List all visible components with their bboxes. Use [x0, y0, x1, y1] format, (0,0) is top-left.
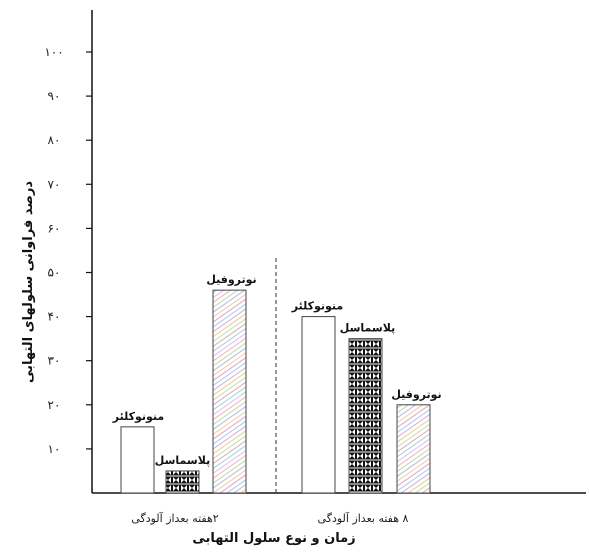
y-ticks: ۱۰ ۲۰ ۳۰ ۴۰ ۵۰ ۶۰ ۷۰ ۸۰ ۹۰ ۱۰۰ [44, 45, 92, 456]
y-axis-title: درصد فراوانی سلولهای التهابی [21, 181, 36, 383]
y-tick-label: ۴۰ [48, 310, 61, 324]
bar-label: نوتروفیل [391, 388, 441, 401]
category-label: ۲هفته بعداز آلودگی [131, 511, 218, 525]
y-tick-label: ۲۰ [48, 398, 61, 412]
y-tick-label: ۱۰ [48, 442, 61, 456]
bar-label: پلاسماسل [155, 454, 210, 467]
y-tick-label: ۷۰ [48, 177, 61, 191]
bar-labels: منونوکلئر منونوکلئر پلاسماسل پلاسماسل نوتروف… [112, 273, 442, 467]
y-tick-label: ۸۰ [48, 133, 61, 147]
bar-label: منونوکلئر [112, 410, 164, 423]
bar-label: منونوکلئر [291, 300, 343, 313]
y-tick-label: ۱۰۰ [44, 45, 63, 59]
y-tick-label: ۶۰ [48, 221, 61, 235]
y-tick-label: ۵۰ [48, 266, 61, 280]
bar [348, 338, 383, 494]
bar [120, 426, 155, 494]
bar [212, 289, 247, 494]
bars [120, 289, 431, 494]
category-labels: ۲هفته بعداز آلودگی ۸ هفته بعداز آلودگی [131, 511, 408, 525]
bar-label: نوتروفیل [206, 273, 256, 286]
y-tick-label: ۹۰ [48, 89, 61, 103]
category-label: ۸ هفته بعداز آلودگی [318, 511, 409, 525]
x-axis-title: زمان و نوع سلول التهابی [192, 531, 355, 546]
bar [396, 404, 431, 494]
bar [301, 316, 336, 494]
bar-label: پلاسماسل [340, 322, 395, 335]
y-tick-label: ۳۰ [48, 354, 61, 368]
bar [165, 470, 200, 494]
